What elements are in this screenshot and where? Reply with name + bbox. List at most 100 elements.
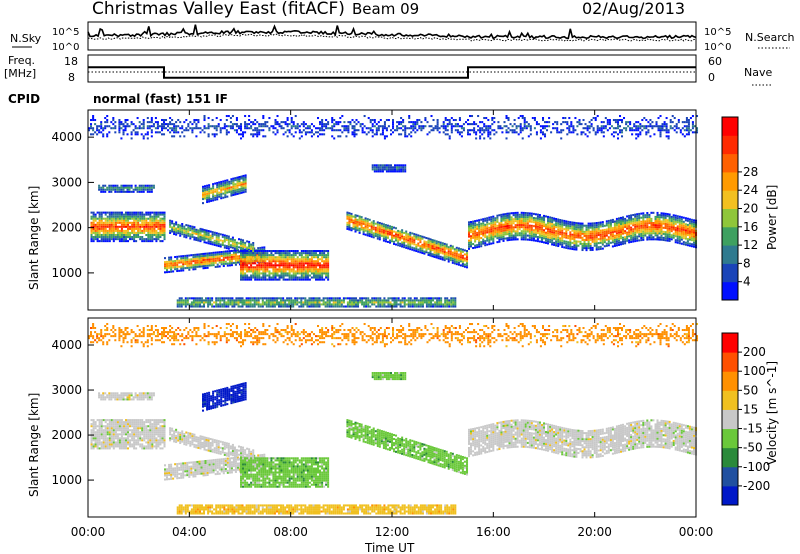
echo-cell <box>138 186 141 189</box>
echo-cell <box>634 227 637 230</box>
echo-cell <box>193 127 196 130</box>
echo-cell <box>206 256 209 259</box>
echo-cell <box>409 235 412 238</box>
echo-cell <box>498 222 501 225</box>
echo-cell <box>601 223 604 226</box>
echo-cell <box>114 234 117 237</box>
echo-cell <box>676 239 679 242</box>
echo-cell <box>159 227 162 230</box>
echo-cell <box>532 217 535 220</box>
echo-cell <box>196 257 199 260</box>
echo-cell <box>248 278 251 281</box>
echo-cell <box>690 220 693 223</box>
echo-cell <box>237 261 240 264</box>
echo-cell <box>506 231 509 234</box>
echo-cell <box>125 238 128 241</box>
echo-cell <box>528 226 531 229</box>
echo-cell <box>432 305 435 308</box>
echo-cell <box>198 261 201 264</box>
echo-cell <box>125 219 128 222</box>
echo-cell <box>286 278 289 281</box>
echo-cell <box>492 219 495 222</box>
echo-cell <box>428 303 431 306</box>
echo-cell <box>591 236 594 239</box>
echo-cell <box>397 240 400 243</box>
echo-cell <box>391 230 394 233</box>
echo-cell <box>219 301 222 304</box>
echo-cell <box>212 251 215 254</box>
echo-cell <box>514 230 517 233</box>
echo-cell <box>253 303 256 306</box>
echo-cell <box>577 234 580 237</box>
echo-cell <box>304 303 307 306</box>
echo-cell <box>680 224 683 227</box>
echo-cell <box>321 119 324 122</box>
echo-cell <box>108 188 111 191</box>
echo-cell <box>200 259 203 262</box>
echo-cell <box>379 303 382 306</box>
echo-cell <box>183 225 186 228</box>
echo-cell <box>470 229 473 232</box>
echo-cell <box>516 220 519 223</box>
echo-cell <box>597 229 600 232</box>
echo-cell <box>605 232 608 235</box>
echo-cell <box>314 299 317 302</box>
echo-cell <box>674 226 677 229</box>
echo-cell <box>198 265 201 268</box>
echo-cell <box>541 216 544 219</box>
echo-cell <box>150 188 153 191</box>
echo-cell <box>278 125 281 128</box>
echo-cell <box>202 196 205 199</box>
echo-cell <box>210 260 213 263</box>
echo-cell <box>151 211 154 214</box>
echo-cell <box>284 254 287 257</box>
echo-cell <box>638 221 641 224</box>
echo-cell <box>149 217 152 220</box>
echo-cell <box>139 231 142 234</box>
echo-cell <box>153 215 156 218</box>
echo-cell <box>393 236 396 239</box>
echo-cell <box>266 256 269 259</box>
echo-cell <box>240 250 243 253</box>
echo-cell <box>520 222 523 225</box>
echo-cell <box>233 123 236 126</box>
echo-cell <box>90 221 93 224</box>
echo-cell <box>674 218 677 221</box>
echo-cell <box>135 219 138 222</box>
echo-cell <box>116 227 119 230</box>
echo-cell <box>478 229 481 232</box>
echo-cell <box>262 268 265 271</box>
echo-cell <box>294 297 297 300</box>
echo-cell <box>284 262 287 265</box>
echo-cell <box>235 117 238 120</box>
echo-cell <box>298 252 301 255</box>
echo-cell <box>652 230 655 233</box>
echo-cell <box>124 127 127 130</box>
echo-cell <box>304 270 307 273</box>
echo-cell <box>595 232 598 235</box>
echo-cell <box>581 232 584 235</box>
echo-cell <box>583 230 586 233</box>
echo-cell <box>157 211 160 214</box>
echo-cell <box>654 230 657 233</box>
echo-cell <box>601 239 604 242</box>
echo-cell <box>250 266 253 269</box>
echo-cell <box>274 127 277 130</box>
echo-cell <box>563 222 566 225</box>
echo-cell <box>534 227 537 230</box>
echo-cell <box>317 135 320 138</box>
echo-cell <box>397 299 400 302</box>
echo-cell <box>131 229 134 232</box>
echo-cell <box>188 266 191 269</box>
echo-cell <box>638 231 641 234</box>
echo-cell <box>384 234 387 237</box>
echo-cell <box>536 215 539 218</box>
echo-cell <box>484 236 487 239</box>
echo-cell <box>155 231 158 234</box>
echo-cell <box>425 241 428 244</box>
echo-cell <box>693 241 696 244</box>
echo-cell <box>263 303 266 306</box>
echo-cell <box>221 303 224 306</box>
echo-cell <box>90 133 93 136</box>
